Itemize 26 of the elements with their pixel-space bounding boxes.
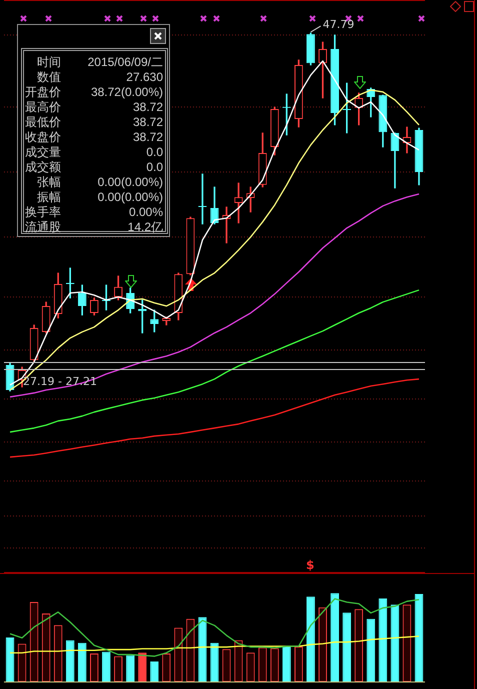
annotation: 成交量 bbox=[25, 145, 61, 160]
annotation: 张幅 bbox=[37, 175, 61, 190]
annotation: 成交额 bbox=[25, 160, 61, 175]
annotation: 2015/06/09/二 bbox=[88, 55, 163, 70]
annotation: 14.2亿 bbox=[128, 220, 163, 235]
annotation: 38.72 bbox=[132, 100, 163, 115]
annotation: 开盘价 bbox=[25, 85, 61, 100]
annotation: 47.79 bbox=[322, 18, 354, 31]
annotation: 最低价 bbox=[25, 115, 61, 130]
annotation: 最高价 bbox=[25, 100, 61, 115]
annotation: 0.00(0.00%) bbox=[98, 190, 163, 205]
annotation: 27.630 bbox=[126, 70, 163, 85]
annotation: 0.0 bbox=[146, 145, 163, 160]
annotation: 时间 bbox=[37, 55, 61, 70]
annotation: 换手率 bbox=[25, 205, 61, 220]
annotation: 振幅 bbox=[37, 190, 61, 205]
annotation: 38.72 bbox=[132, 130, 163, 145]
annotation: 38.72 bbox=[132, 115, 163, 130]
annotation: 数值 bbox=[37, 70, 61, 85]
annotation: 流通股 bbox=[25, 220, 61, 235]
annotation: $ bbox=[306, 558, 314, 572]
annotation: 0.00(0.00%) bbox=[98, 175, 163, 190]
annotation: 0.00% bbox=[128, 205, 163, 220]
annotation: 0.0 bbox=[146, 160, 163, 175]
annotation: 收盘价 bbox=[25, 130, 61, 145]
annotation: 38.72(0.00%) bbox=[90, 85, 163, 100]
